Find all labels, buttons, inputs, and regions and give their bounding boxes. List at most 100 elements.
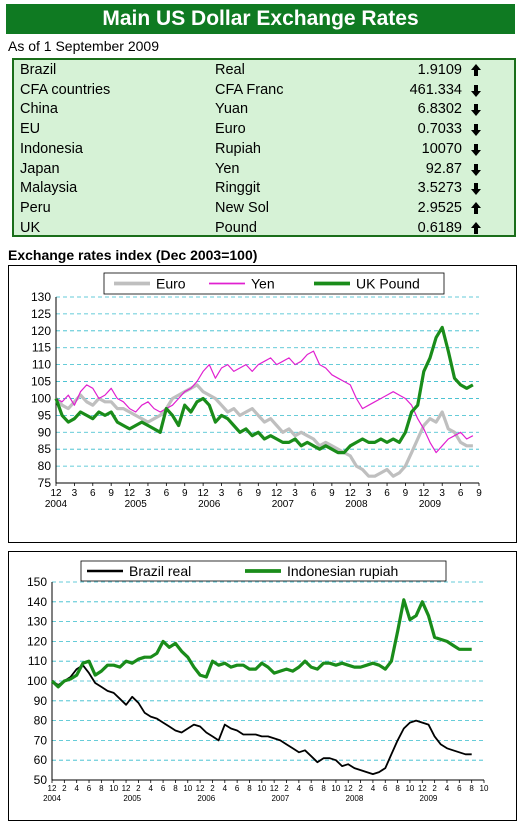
- x-tick-label: 10: [109, 784, 118, 793]
- arrow-down-icon: [470, 179, 482, 199]
- x-tick-label: 6: [90, 488, 96, 499]
- y-tick-label: 90: [34, 694, 48, 708]
- x-tick-label: 9: [403, 488, 409, 499]
- legend-label: Indonesian rupiah: [287, 563, 398, 579]
- legend-label: Euro: [156, 276, 186, 292]
- x-tick-label: 6: [309, 784, 314, 793]
- chart-1-title: Exchange rates index (Dec 2003=100): [8, 247, 258, 263]
- x-tick-label: 3: [219, 488, 225, 499]
- y-tick-label: 80: [34, 714, 48, 728]
- series-line-indonesian-rupiah: [50, 598, 472, 689]
- x-tick-label: 2: [62, 784, 67, 793]
- rate-row: UK Pound 0.6189: [14, 219, 514, 239]
- rate-value: 3.5273: [417, 180, 462, 197]
- country-name: Indonesia: [20, 140, 83, 157]
- country-name: UK: [20, 219, 41, 236]
- x-tick-label: 6: [458, 488, 464, 499]
- y-tick-label: 120: [27, 634, 47, 648]
- x-tick-label: 12: [270, 784, 279, 793]
- year-label: 2005: [123, 794, 141, 803]
- country-name: Brazil: [20, 62, 57, 78]
- x-tick-label: 6: [161, 784, 166, 793]
- as-of-date: As of 1 September 2009: [8, 38, 159, 54]
- legend-label: Brazil real: [129, 563, 191, 579]
- rate-value: 0.7033: [417, 121, 462, 138]
- x-tick-label: 12: [344, 784, 353, 793]
- currency-name: Euro: [215, 121, 246, 138]
- rate-row: CFA countries CFA Franc 461.334: [14, 81, 514, 101]
- x-tick-label: 8: [321, 784, 326, 793]
- x-tick-label: 9: [329, 488, 335, 499]
- x-tick-label: 3: [72, 488, 78, 499]
- x-tick-label: 6: [384, 488, 390, 499]
- x-tick-label: 4: [445, 784, 450, 793]
- currency-name: Yuan: [215, 101, 249, 118]
- currency-name: Ringgit: [215, 180, 261, 197]
- legend-label: Yen: [251, 276, 275, 292]
- year-label: 2009: [419, 499, 442, 510]
- rate-row: Brazil Real 1.9109: [14, 61, 514, 81]
- rate-value: 461.334: [409, 81, 462, 98]
- rate-row: Indonesia Rupiah 10070: [14, 140, 514, 160]
- series-line-brazil-real: [51, 664, 472, 776]
- currency-name: New Sol: [215, 199, 269, 216]
- y-tick-label: 80: [38, 459, 52, 473]
- y-tick-label: 105: [31, 375, 51, 389]
- x-tick-label: 12: [418, 784, 427, 793]
- y-tick-label: 85: [38, 442, 52, 456]
- x-tick-label: 10: [257, 784, 266, 793]
- x-tick-label: 10: [183, 784, 192, 793]
- rate-value: 10070: [421, 140, 462, 157]
- x-tick-label: 9: [108, 488, 114, 499]
- country-name: Malaysia: [20, 180, 78, 197]
- currency-name: Pound: [215, 219, 257, 236]
- y-tick-label: 120: [31, 324, 51, 338]
- year-label: 2004: [45, 499, 68, 510]
- rate-value: 92.87: [425, 160, 462, 177]
- x-tick-label: 12: [50, 488, 62, 499]
- y-tick-label: 70: [34, 733, 48, 747]
- country-name: EU: [20, 121, 41, 138]
- rate-row: EU Euro 0.7033: [14, 120, 514, 140]
- x-tick-label: 2: [284, 784, 289, 793]
- x-tick-label: 4: [223, 784, 228, 793]
- x-tick-label: 8: [247, 784, 252, 793]
- x-tick-label: 6: [383, 784, 388, 793]
- arrow-up-icon: [470, 219, 482, 239]
- country-name: China: [20, 101, 58, 118]
- x-tick-label: 8: [469, 784, 474, 793]
- currency-name: CFA Franc: [215, 81, 284, 98]
- y-tick-label: 115: [32, 341, 51, 355]
- x-tick-label: 4: [149, 784, 154, 793]
- arrow-up-icon: [470, 199, 482, 219]
- currency-name: Rupiah: [215, 140, 261, 157]
- year-label: 2008: [345, 499, 368, 510]
- arrow-down-icon: [470, 100, 482, 120]
- rate-row: Japan Yen 92.87: [14, 160, 514, 180]
- x-tick-label: 8: [99, 784, 104, 793]
- rate-row: Malaysia Ringgit 3.5273: [14, 179, 514, 199]
- x-tick-label: 4: [74, 784, 79, 793]
- year-label: 2007: [272, 499, 295, 510]
- series-line-yen: [55, 350, 474, 454]
- series-line-euro: [54, 383, 473, 478]
- legend-label: UK Pound: [356, 276, 420, 292]
- x-tick-label: 3: [292, 488, 298, 499]
- x-tick-label: 10: [405, 784, 414, 793]
- x-tick-label: 8: [395, 784, 400, 793]
- arrow-down-icon: [470, 160, 482, 180]
- year-label: 2006: [197, 794, 215, 803]
- y-tick-label: 90: [38, 425, 52, 439]
- x-tick-label: 12: [418, 488, 430, 499]
- x-tick-label: 8: [173, 784, 178, 793]
- y-tick-label: 125: [31, 307, 51, 321]
- y-tick-label: 100: [31, 391, 51, 405]
- x-tick-label: 4: [297, 784, 302, 793]
- country-name: Japan: [20, 160, 60, 177]
- x-tick-label: 6: [237, 488, 243, 499]
- y-tick-label: 110: [28, 654, 47, 668]
- y-tick-label: 140: [27, 595, 47, 609]
- arrow-down-icon: [470, 81, 482, 101]
- x-tick-label: 12: [271, 488, 283, 499]
- y-tick-label: 130: [27, 615, 47, 629]
